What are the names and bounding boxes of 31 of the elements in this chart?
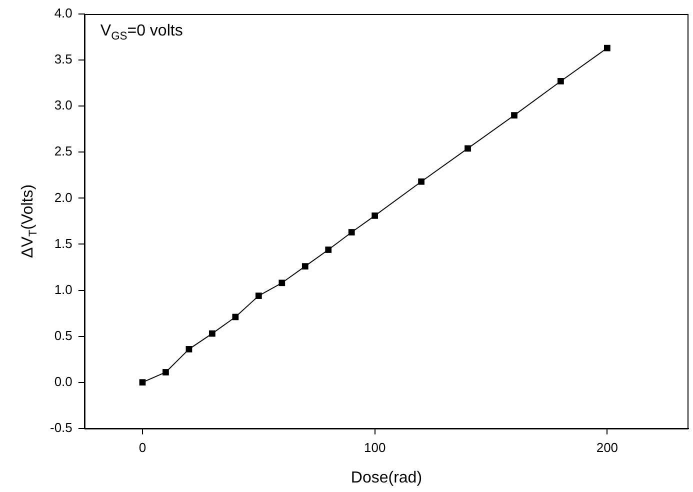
point [302,263,308,270]
point [372,212,378,219]
y-tick-label: 2.5 [54,144,72,159]
point [325,246,332,253]
point [255,292,262,299]
point [511,112,518,118]
point [464,145,471,152]
y-tick-label: 0.5 [54,328,72,343]
x-axis-title: Dose(rad) [350,469,422,486]
y-tick-label: 2.0 [54,190,72,205]
point [186,346,192,352]
y-tick-label: -0.5 [50,420,72,435]
x-tick-label: 0 [138,440,146,455]
point [139,379,146,386]
point [232,314,239,320]
point [209,330,216,337]
point [278,280,286,286]
y-tick-label: 4.0 [54,6,72,21]
y-tick-label: 3.5 [54,52,72,67]
x-tick-label: 200 [596,440,618,455]
y-tick-label: 0.0 [54,374,72,389]
y-axis-title: ΔVT(Volts) [19,184,40,258]
point [604,44,610,52]
point [558,78,564,84]
x-tick-label: 100 [364,440,386,455]
y-tick-label: 1.5 [54,236,72,251]
y-tick-label: 3.0 [54,98,72,113]
point [162,369,169,376]
point [418,178,424,185]
point [348,229,355,236]
y-tick-label: 1.0 [54,282,72,297]
